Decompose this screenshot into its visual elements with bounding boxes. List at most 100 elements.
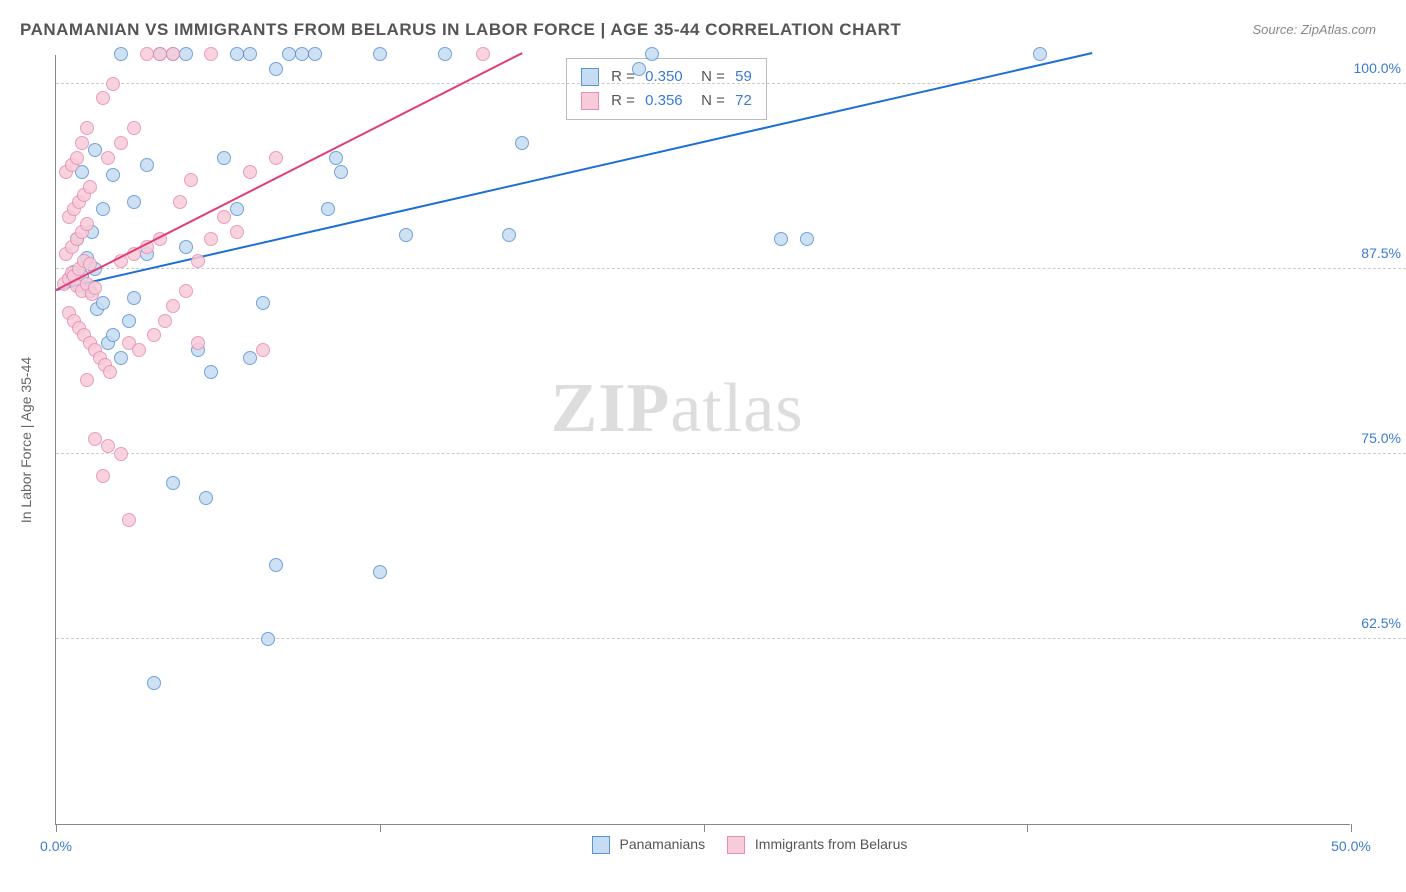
data-point (166, 476, 180, 490)
data-point (96, 469, 110, 483)
legend-swatch-2 (727, 836, 745, 854)
data-point (269, 558, 283, 572)
data-point (132, 343, 146, 357)
data-point (199, 491, 213, 505)
data-point (101, 439, 115, 453)
data-point (80, 217, 94, 231)
data-point (515, 136, 529, 150)
data-point (96, 202, 110, 216)
data-point (70, 151, 84, 165)
data-point (269, 62, 283, 76)
data-point (179, 47, 193, 61)
data-point (114, 447, 128, 461)
y-tick-label: 100.0% (1350, 60, 1406, 76)
data-point (204, 232, 218, 246)
data-point (256, 343, 270, 357)
data-point (80, 373, 94, 387)
data-point (243, 351, 257, 365)
trend-line (56, 52, 523, 291)
data-point (147, 328, 161, 342)
legend-swatch-1 (592, 836, 610, 854)
data-point (373, 47, 387, 61)
data-point (502, 228, 516, 242)
data-point (334, 165, 348, 179)
bottom-legend: Panamanians Immigrants from Belarus (574, 836, 908, 854)
data-point (106, 168, 120, 182)
legend-label-2: Immigrants from Belarus (755, 836, 907, 852)
correlation-stats-box: R = 0.350 N = 59 R = 0.356 N = 72 (566, 58, 767, 120)
data-point (103, 365, 117, 379)
data-point (243, 165, 257, 179)
data-point (106, 328, 120, 342)
data-point (96, 91, 110, 105)
data-point (127, 291, 141, 305)
data-point (158, 314, 172, 328)
data-point (632, 62, 646, 76)
data-point (217, 210, 231, 224)
source-attribution: Source: ZipAtlas.com (1252, 22, 1376, 37)
n-label: N = (701, 92, 725, 109)
plot-area: In Labor Force | Age 35-44 ZIPatlas R = … (55, 55, 1350, 825)
data-point (153, 47, 167, 61)
data-point (800, 232, 814, 246)
legend-label-1: Panamanians (619, 836, 705, 852)
gridline (56, 638, 1406, 639)
data-point (179, 240, 193, 254)
data-point (295, 47, 309, 61)
data-point (329, 151, 343, 165)
data-point (101, 151, 115, 165)
data-point (127, 121, 141, 135)
y-tick-label: 87.5% (1350, 245, 1406, 261)
n-value-2: 72 (735, 92, 752, 109)
data-point (122, 513, 136, 527)
data-point (75, 136, 89, 150)
data-point (230, 47, 244, 61)
data-point (166, 299, 180, 313)
data-point (261, 632, 275, 646)
data-point (438, 47, 452, 61)
data-point (204, 365, 218, 379)
data-point (179, 284, 193, 298)
data-point (191, 254, 205, 268)
x-tick (380, 824, 381, 832)
swatch-series-2 (581, 92, 599, 110)
data-point (88, 143, 102, 157)
data-point (140, 47, 154, 61)
x-tick (704, 824, 705, 832)
y-axis-title: In Labor Force | Age 35-44 (18, 356, 34, 522)
data-point (114, 351, 128, 365)
x-tick-label: 50.0% (1331, 838, 1371, 854)
data-point (243, 47, 257, 61)
watermark: ZIPatlas (551, 369, 804, 449)
x-tick-label: 0.0% (40, 838, 72, 854)
data-point (114, 136, 128, 150)
watermark-bold: ZIP (551, 370, 671, 447)
data-point (184, 173, 198, 187)
watermark-rest: atlas (670, 370, 803, 447)
gridline (56, 268, 1406, 269)
stats-row-2: R = 0.356 N = 72 (581, 89, 752, 113)
data-point (127, 195, 141, 209)
data-point (308, 47, 322, 61)
x-tick (56, 824, 57, 832)
data-point (1033, 47, 1047, 61)
gridline (56, 453, 1406, 454)
data-point (173, 195, 187, 209)
data-point (83, 180, 97, 194)
data-point (399, 228, 413, 242)
data-point (476, 47, 490, 61)
data-point (230, 225, 244, 239)
data-point (191, 336, 205, 350)
data-point (88, 281, 102, 295)
data-point (166, 47, 180, 61)
data-point (256, 296, 270, 310)
r-value-2: 0.356 (645, 92, 683, 109)
data-point (88, 432, 102, 446)
data-point (230, 202, 244, 216)
chart-title: PANAMANIAN VS IMMIGRANTS FROM BELARUS IN… (20, 20, 901, 40)
data-point (106, 77, 120, 91)
x-tick (1027, 824, 1028, 832)
y-tick-label: 75.0% (1350, 430, 1406, 446)
data-point (269, 151, 283, 165)
data-point (122, 314, 136, 328)
